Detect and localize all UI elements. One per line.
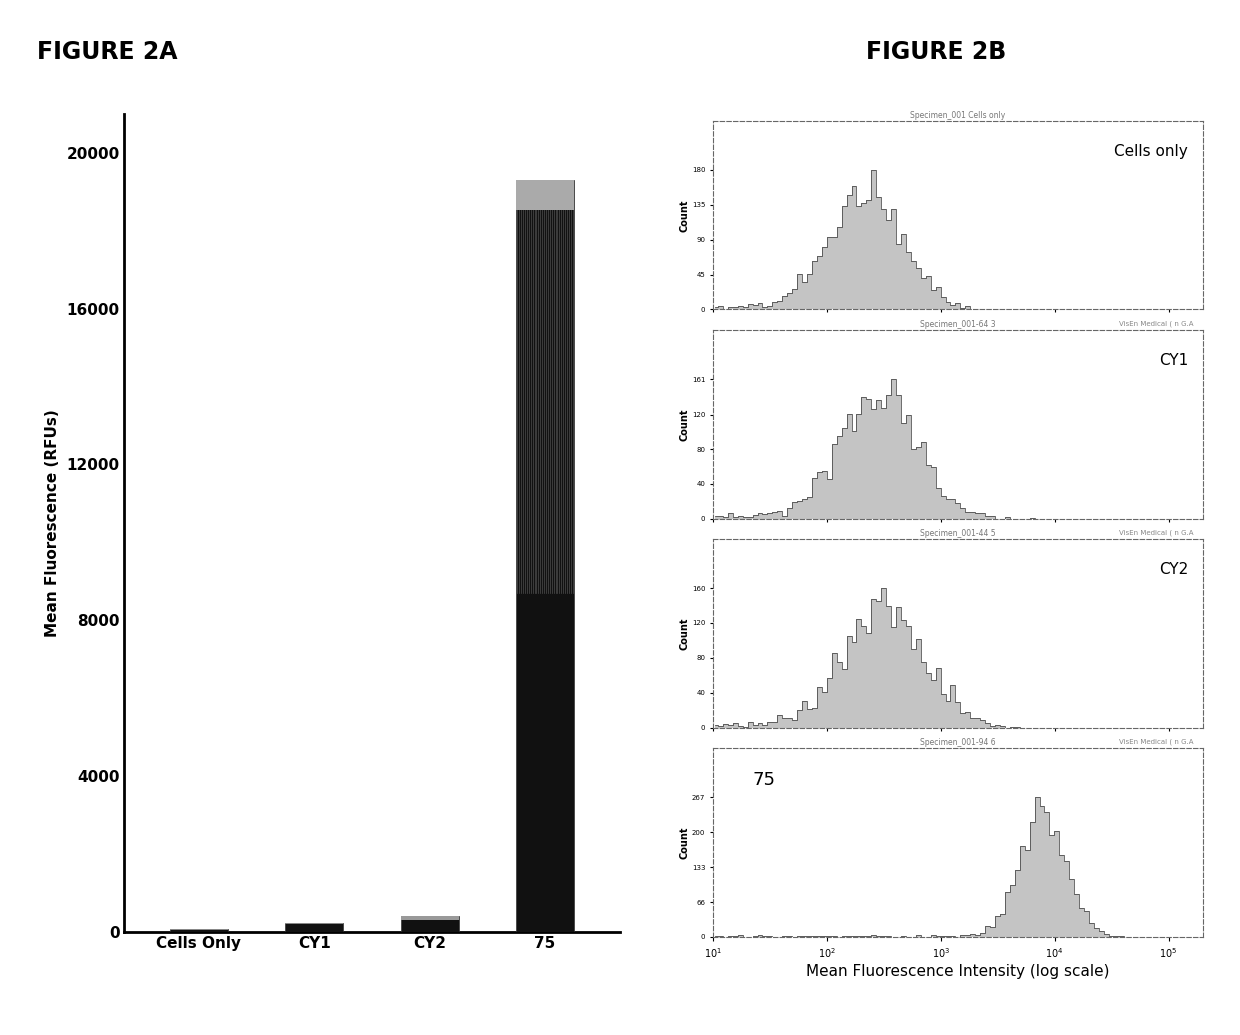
Text: VisEn Medical ( n G.A: VisEn Medical ( n G.A <box>1118 321 1193 327</box>
Text: CY1: CY1 <box>1159 353 1188 367</box>
Text: Cells only: Cells only <box>1115 144 1188 158</box>
Text: CY2: CY2 <box>1159 562 1188 576</box>
Y-axis label: Count: Count <box>680 199 689 232</box>
Text: Mean Fluorescence Intensity (log scale): Mean Fluorescence Intensity (log scale) <box>806 964 1110 978</box>
Text: 75: 75 <box>753 771 775 789</box>
Bar <box>516 180 574 932</box>
Y-axis label: Count: Count <box>680 408 689 441</box>
Bar <box>285 923 343 924</box>
Text: Specimen_001 Cells only: Specimen_001 Cells only <box>910 111 1006 120</box>
Bar <box>401 916 459 919</box>
Text: Specimen_001-44 5: Specimen_001-44 5 <box>920 529 996 538</box>
Text: VisEn Medical ( n G.A: VisEn Medical ( n G.A <box>1118 739 1193 745</box>
Bar <box>285 923 343 932</box>
Text: FIGURE 2A: FIGURE 2A <box>37 40 177 64</box>
Bar <box>170 929 228 932</box>
Bar <box>516 180 574 210</box>
Text: VisEn Medical ( n G.A: VisEn Medical ( n G.A <box>1118 530 1193 536</box>
Y-axis label: Mean Fluorescence (RFUs): Mean Fluorescence (RFUs) <box>45 409 60 637</box>
Text: Specimen_001-94 6: Specimen_001-94 6 <box>920 738 996 747</box>
Text: Specimen_001-64 3: Specimen_001-64 3 <box>920 320 996 329</box>
Text: FIGURE 2B: FIGURE 2B <box>866 40 1007 64</box>
Bar <box>401 916 459 920</box>
Y-axis label: Count: Count <box>680 617 689 650</box>
Bar <box>401 916 459 932</box>
Y-axis label: Count: Count <box>680 826 689 859</box>
